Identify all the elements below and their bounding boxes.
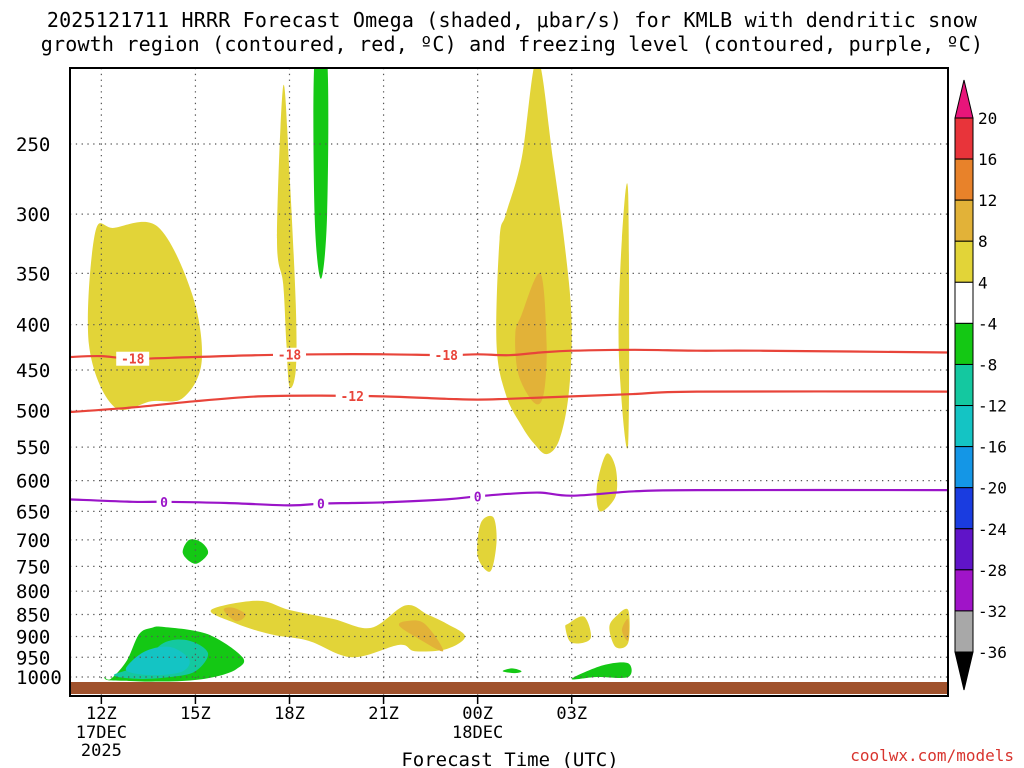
- y-tick-label-550: 550: [16, 437, 50, 459]
- x-axis-label: Forecast Time (UTC): [401, 749, 618, 768]
- y-tick-label-400: 400: [16, 315, 50, 337]
- omega-time-height-chart: -18 -18 -18 -12 0 0 0 250 300 350 400 450 500 550 600…: [0, 0, 1024, 768]
- colorbar-band-8: [955, 406, 973, 447]
- colorbar-band-3: [955, 200, 973, 241]
- omega-colorbar: 20 16 12 8 4 -4 -8 -12 -16 -20 -24 -28 -32 -36: [955, 80, 1007, 690]
- y-tick-label-850: 850: [16, 605, 50, 627]
- x-tick-label-21Z: 21Z: [368, 704, 399, 724]
- colorbar-label-2: 12: [978, 191, 997, 210]
- contour-label-1-0: -12: [340, 390, 363, 405]
- colorbar-band-11: [955, 529, 973, 570]
- y-tick-label-450: 450: [16, 360, 50, 382]
- colorbar-label-9: -20: [978, 479, 1007, 498]
- colorbar-band-12: [955, 570, 973, 611]
- colorbar-label-8: -16: [978, 438, 1007, 457]
- colorbar-label-10: -24: [978, 520, 1007, 539]
- colorbar-label-1: 16: [978, 150, 997, 169]
- contour-label-2-1: 0: [317, 498, 325, 513]
- x-tick-date-12Z: 17DEC: [76, 723, 127, 743]
- colorbar-band-10: [955, 488, 973, 529]
- colorbar-band-5: [955, 282, 973, 323]
- colorbar-label-13: -36: [978, 643, 1007, 662]
- y-tick-label-350: 350: [16, 263, 50, 285]
- colorbar-top-arrow: [955, 80, 973, 118]
- y-tick-label-800: 800: [16, 581, 50, 603]
- x-tick-year-12Z: 2025: [81, 741, 122, 761]
- colorbar-band-9: [955, 447, 973, 488]
- x-tick-label-00Z: 00Z: [462, 704, 493, 724]
- y-tick-label-950: 950: [16, 647, 50, 669]
- x-tick-label-18Z: 18Z: [274, 704, 305, 724]
- y-tick-label-1000: 1000: [16, 667, 62, 689]
- colorbar-label-12: -32: [978, 602, 1007, 621]
- contour-label-0-2: -18: [435, 349, 459, 364]
- colorbar-band-4: [955, 241, 973, 282]
- colorbar-label-4: 4: [978, 273, 988, 292]
- colorbar-band-7: [955, 364, 973, 405]
- x-tick-label-03Z: 03Z: [556, 704, 587, 724]
- y-tick-label-650: 650: [16, 501, 50, 523]
- x-tick-label-15Z: 15Z: [180, 704, 211, 724]
- y-tick-label-250: 250: [16, 134, 50, 156]
- colorbar-band-13: [955, 611, 973, 652]
- contour-label-0-1: -18: [278, 349, 302, 364]
- surface-ground-strip: [70, 682, 948, 694]
- y-tick-label-300: 300: [16, 204, 50, 226]
- colorbar-bottom-arrow: [955, 652, 973, 690]
- colorbar-band-1: [955, 118, 973, 159]
- y-tick-label-750: 750: [16, 556, 50, 578]
- contour-label-2-0: 0: [160, 496, 168, 511]
- colorbar-label-5: -4: [978, 314, 997, 333]
- y-tick-label-600: 600: [16, 471, 50, 493]
- contour-label-0-0: -18: [121, 353, 145, 368]
- x-tick-date-00Z: 18DEC: [452, 723, 503, 743]
- pressure-axis: 2503003504004505005506006507007508008509…: [16, 134, 62, 689]
- y-tick-label-500: 500: [16, 401, 50, 423]
- credit-url[interactable]: coolwx.com/models: [850, 746, 1014, 765]
- y-tick-label-900: 900: [16, 626, 50, 648]
- colorbar-band-6: [955, 323, 973, 364]
- x-tick-label-12Z: 12Z: [86, 704, 117, 724]
- colorbar-label-3: 8: [978, 232, 988, 251]
- colorbar-label-11: -28: [978, 561, 1007, 580]
- colorbar-label-0: 20: [978, 109, 997, 128]
- contour-label-2-2: 0: [474, 490, 482, 505]
- colorbar-band-2: [955, 159, 973, 200]
- colorbar-label-6: -8: [978, 355, 997, 374]
- colorbar-label-7: -12: [978, 397, 1007, 416]
- y-tick-label-700: 700: [16, 530, 50, 552]
